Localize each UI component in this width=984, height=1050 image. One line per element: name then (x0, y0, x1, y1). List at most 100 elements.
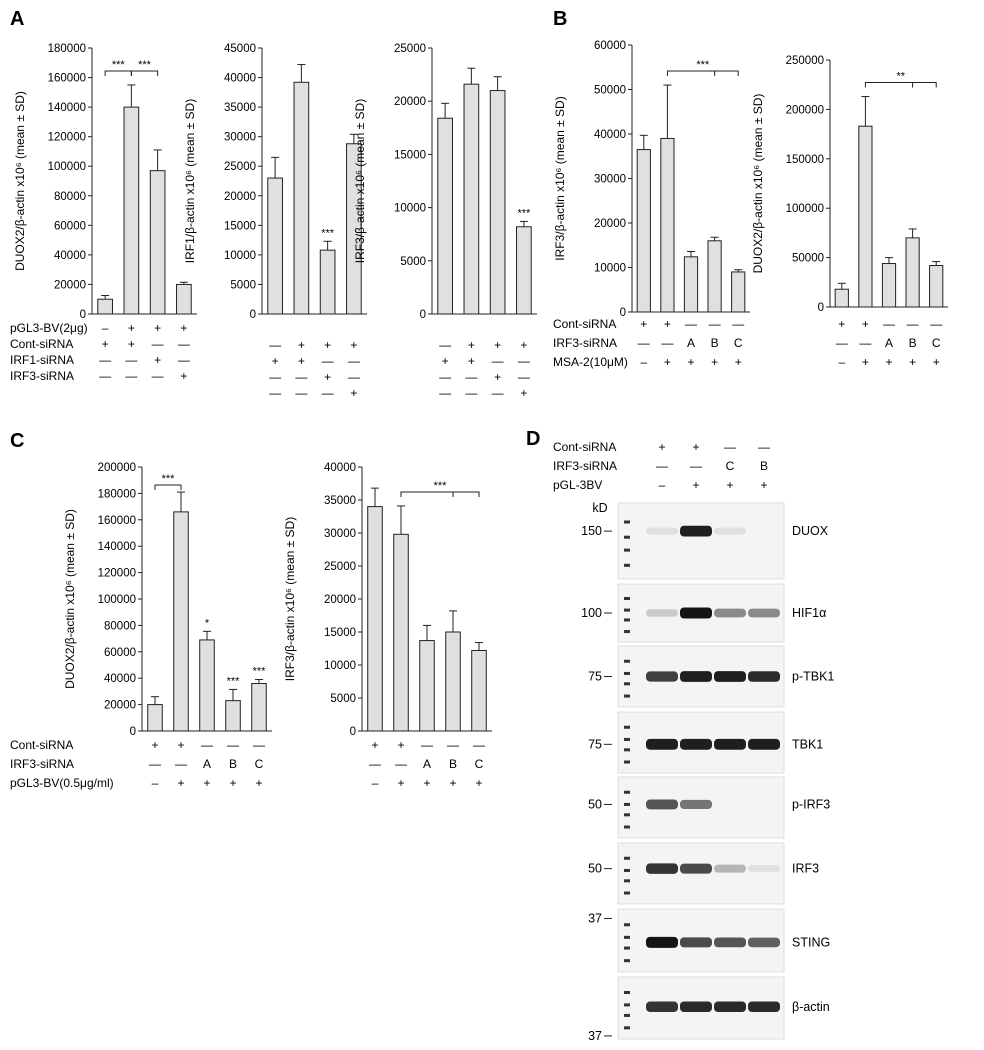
y-tick-label: 20000 (394, 96, 426, 108)
condition-symbol: — (125, 369, 137, 383)
y-axis-label: DUOX2/β-actin x10⁶ (mean ± SD) (751, 94, 765, 274)
y-tick-label: 160000 (48, 73, 86, 85)
y-tick-label: 150000 (786, 154, 824, 166)
y-tick-label: 140000 (48, 102, 86, 114)
blot-condition-label: IRF3-siRNA (553, 459, 617, 473)
y-tick-label: 40000 (224, 73, 256, 85)
ladder-mark (624, 946, 630, 950)
y-axis-label: DUOX2/β-actin x10⁶ (mean ± SD) (13, 91, 27, 271)
condition-symbol: A (423, 757, 431, 771)
bar (858, 125, 873, 308)
condition-symbol: + (494, 370, 501, 384)
bar (97, 298, 113, 315)
bar (367, 506, 383, 732)
significance-bracket (400, 491, 480, 497)
blot-band (646, 1001, 678, 1012)
blot-band (748, 1001, 780, 1013)
condition-symbol: — (836, 336, 848, 350)
bar (881, 263, 897, 308)
y-tick-label: 140000 (98, 541, 136, 553)
y-tick-label: 0 (80, 309, 86, 321)
condition-symbol: C (734, 336, 743, 350)
y-tick-label: 50000 (594, 85, 626, 97)
condition-label: IRF3-siRNA (553, 336, 617, 350)
blot-band (714, 738, 746, 750)
y-tick-label: 20000 (224, 191, 256, 203)
y-tick-label: 35000 (324, 495, 356, 507)
ladder-mark (624, 802, 630, 806)
condition-label: IRF1-siRNA (10, 353, 74, 367)
y-tick-label: 45000 (224, 43, 256, 55)
y-tick-label: 10000 (224, 250, 256, 262)
significance-bracket (864, 82, 937, 88)
bar (445, 631, 461, 732)
chart-3: 0 10000 20000 30000 40000 50000 60000 IRF3/β-ac… (553, 40, 750, 369)
y-tick-label: 40000 (54, 250, 86, 262)
condition-symbol: + (885, 355, 892, 369)
condition-symbol: + (128, 337, 135, 351)
condition-symbol: — (518, 354, 530, 368)
significance-marker: *** (321, 227, 335, 239)
ladder-mark (624, 813, 630, 817)
bar (225, 700, 241, 732)
y-axis-label: IRF3/β-actin x10⁶ (mean ± SD) (283, 517, 297, 681)
bar (683, 256, 699, 313)
protein-label: p-IRF3 (792, 797, 830, 811)
blot-condition-symbol: + (658, 440, 665, 454)
blot-condition-symbol: — (690, 459, 702, 473)
condition-label: Cont-siRNA (10, 337, 73, 351)
condition-symbol: B (909, 336, 917, 350)
ladder-mark (624, 630, 630, 634)
y-tick-label: 100000 (48, 161, 86, 173)
condition-symbol: A (885, 336, 893, 350)
condition-symbol: — (447, 738, 459, 752)
ladder-mark (624, 923, 630, 927)
condition-symbol: + (397, 738, 404, 752)
bar (147, 704, 163, 732)
y-tick-label: 40000 (594, 129, 626, 141)
protein-label: TBK1 (792, 737, 823, 751)
blot-band (680, 937, 712, 948)
ladder-mark (624, 535, 630, 539)
condition-label: Cont-siRNA (10, 738, 73, 752)
condition-symbol: + (102, 337, 109, 351)
blot-panel-7: 37 β-actin (588, 976, 830, 1043)
condition-symbol: + (468, 354, 475, 368)
protein-label: STING (792, 935, 830, 949)
blot-condition-symbol: B (760, 459, 768, 473)
condition-symbol: — (348, 370, 360, 384)
bar (393, 533, 409, 732)
bar (516, 226, 532, 315)
condition-symbol: + (520, 338, 527, 352)
condition-symbol: + (664, 355, 671, 369)
condition-symbol: — (439, 370, 451, 384)
condition-symbol: + (177, 738, 184, 752)
bar (731, 271, 746, 313)
ladder-mark (624, 659, 630, 663)
blot-condition-label: Cont-siRNA (553, 440, 616, 454)
bar (419, 640, 435, 732)
condition-symbol: + (423, 776, 430, 790)
y-axis-label: IRF3/β-actin x10⁶ (mean ± SD) (553, 96, 567, 260)
protein-label: IRF3 (792, 862, 819, 876)
condition-symbol: — (348, 354, 360, 368)
significance-marker: *** (517, 207, 531, 219)
ladder-mark (624, 891, 630, 895)
condition-symbol: + (687, 355, 694, 369)
ladder-mark (624, 879, 630, 883)
y-tick-label: 200000 (786, 104, 824, 116)
significance-marker: *** (253, 666, 267, 678)
y-tick-label: 80000 (54, 191, 86, 203)
blot-condition-symbol: + (692, 440, 699, 454)
bar (707, 240, 722, 313)
bar (149, 170, 166, 315)
ladder-mark (624, 760, 630, 764)
charts-layer: 0200004000060000800001000001200001400001… (10, 40, 948, 790)
condition-symbol: — (99, 353, 111, 367)
y-tick-label: 250000 (786, 55, 824, 67)
condition-symbol: — (269, 386, 281, 400)
bar (905, 237, 920, 308)
condition-symbol: + (151, 738, 158, 752)
